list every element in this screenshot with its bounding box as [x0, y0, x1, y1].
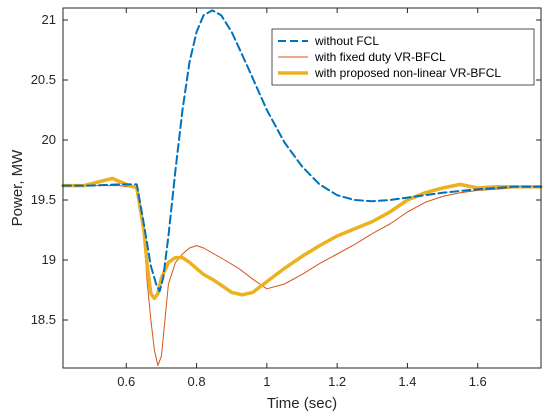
- y-tick-label: 19: [42, 252, 56, 267]
- plot-frame: [62, 7, 542, 369]
- legend-label-without-fcl: without FCL: [314, 34, 379, 48]
- x-tick-label: 0.6: [117, 374, 135, 389]
- series-line-0: [62, 9, 542, 293]
- x-tick-label: 1.2: [328, 374, 346, 389]
- legend-box: [271, 28, 535, 86]
- y-tick-label: 18.5: [31, 312, 56, 327]
- legend-label-proposed: with proposed non-linear VR-BFCL: [314, 66, 501, 80]
- x-axis-label: Time (sec): [267, 395, 337, 412]
- y-axis-label: Power, MW: [9, 149, 26, 227]
- y-tick-label: 19.5: [31, 192, 56, 207]
- x-tick-label: 1: [263, 374, 270, 389]
- x-tick-label: 0.8: [188, 374, 206, 389]
- y-tick-label: 21: [42, 12, 56, 27]
- ticks-layer: 0.6 0.8 1 1.2 1.4 1.6 18.5 19 19.5 20 20.5 21: [31, 8, 541, 389]
- y-tick-label: 20: [42, 132, 56, 147]
- series-layer: [61, 9, 543, 367]
- y-tick-label: 20.5: [31, 72, 56, 87]
- x-tick-label: 1.4: [398, 374, 416, 389]
- legend: without FCL with fixed duty VR-BFCL with…: [271, 28, 535, 86]
- series-line-1: [62, 185, 542, 367]
- legend-label-fixed-duty: with fixed duty VR-BFCL: [314, 50, 446, 64]
- x-tick-label: 1.6: [469, 374, 487, 389]
